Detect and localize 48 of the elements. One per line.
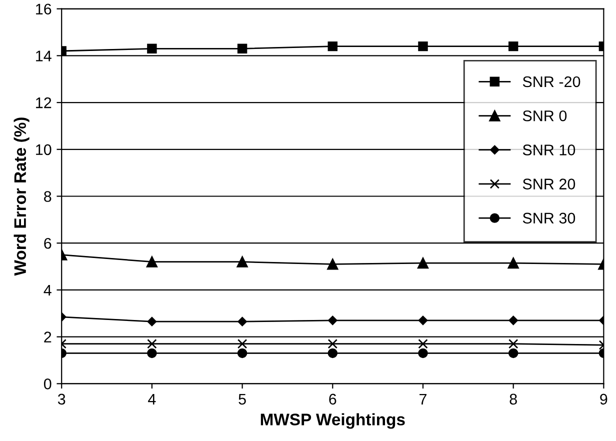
x-tick-label: 7 [420, 394, 426, 404]
point [418, 338, 428, 349]
point [147, 348, 157, 358]
y-tick-label: 10 [36, 144, 52, 156]
point [418, 348, 428, 358]
point [508, 41, 518, 52]
point [327, 258, 338, 270]
point [146, 256, 158, 268]
point [508, 338, 518, 349]
y-axis-title: Word Error Rate (%) [14, 118, 30, 276]
legend-label: SNR 10 [522, 144, 576, 156]
point [147, 44, 157, 54]
legend-label: SNR 20 [522, 178, 576, 190]
y-tick-label: 16 [36, 4, 52, 15]
point [418, 316, 428, 326]
x-tick-label: 5 [238, 394, 246, 405]
x-tick-label: 3 [58, 394, 66, 405]
point [417, 257, 429, 269]
point [237, 348, 248, 358]
x-tick-label: 8 [510, 394, 517, 405]
y-tick-label: 12 [36, 97, 52, 108]
point [237, 44, 248, 54]
point [508, 316, 518, 326]
point [328, 316, 338, 326]
point [508, 257, 519, 269]
x-axis-title: MWSP Weightings [260, 413, 405, 429]
point [147, 338, 157, 349]
point [328, 41, 338, 52]
legend-label: SNR 0 [522, 110, 567, 122]
y-tick-label: 8 [44, 191, 52, 202]
point [328, 348, 338, 358]
point [238, 316, 247, 326]
x-tick-label: 4 [148, 394, 156, 404]
point [328, 338, 338, 349]
point [418, 41, 428, 52]
y-tick-label: 0 [44, 378, 52, 390]
x-tick-label: 6 [329, 394, 336, 405]
x-tick-label: 9 [600, 394, 608, 405]
y-tick-label: 2 [44, 332, 52, 342]
point [147, 316, 157, 326]
legend-label: SNR -20 [522, 76, 580, 88]
y-tick-label: 14 [36, 50, 52, 62]
legend-label: SNR 30 [522, 212, 576, 224]
point [237, 338, 248, 349]
y-tick-label: 6 [44, 238, 52, 249]
y-tick-label: 4 [44, 284, 52, 296]
point [508, 348, 518, 358]
point [236, 256, 248, 268]
